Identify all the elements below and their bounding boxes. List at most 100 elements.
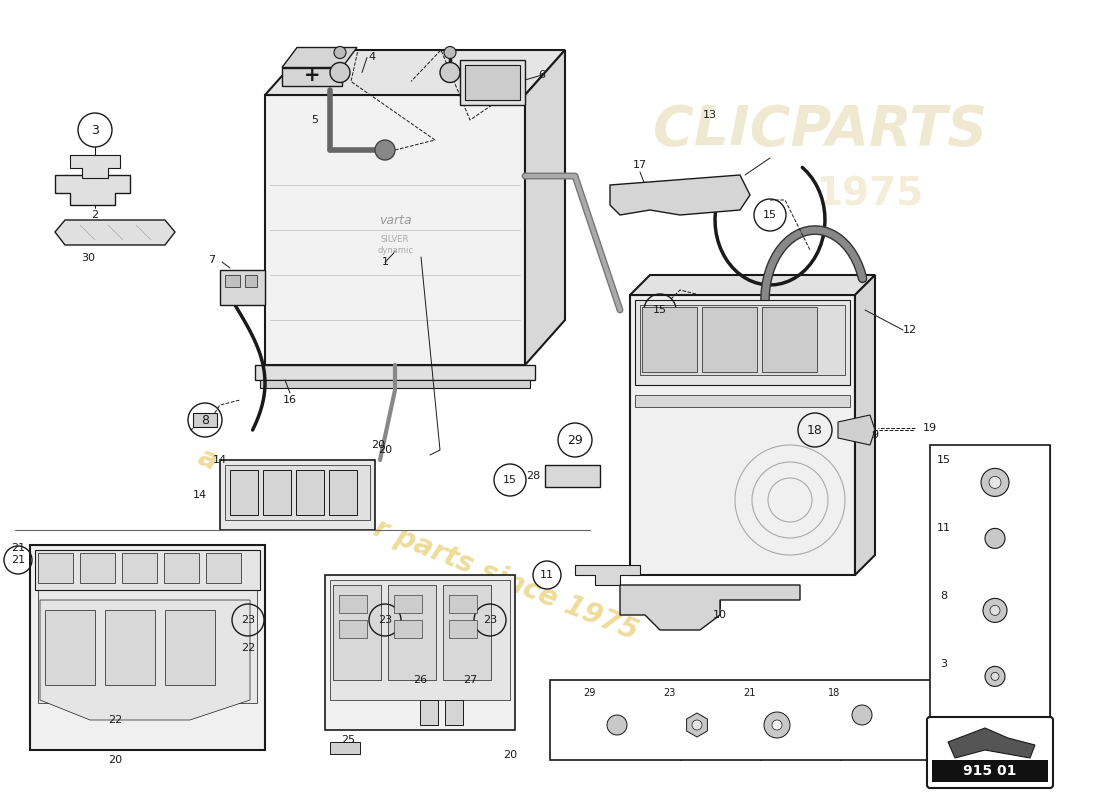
Circle shape [983, 598, 1006, 622]
Bar [80, 553, 116, 583]
Bar [45, 610, 95, 685]
Text: 23: 23 [241, 615, 255, 625]
Text: 26: 26 [412, 675, 427, 685]
Polygon shape [620, 585, 800, 630]
Text: 14: 14 [213, 455, 227, 465]
Bar [449, 595, 477, 613]
Circle shape [852, 705, 872, 725]
Bar [642, 307, 697, 372]
Polygon shape [855, 275, 875, 575]
Circle shape [375, 140, 395, 160]
Circle shape [440, 62, 460, 82]
Bar [30, 545, 265, 750]
Bar [640, 305, 845, 375]
Circle shape [444, 46, 456, 58]
Text: 21: 21 [742, 688, 756, 698]
Bar [443, 585, 491, 680]
Text: 29: 29 [583, 688, 595, 698]
Bar [544, 465, 600, 487]
Text: 19: 19 [923, 423, 937, 433]
Text: 3: 3 [91, 123, 99, 137]
Text: a passion for parts since 1975: a passion for parts since 1975 [194, 442, 642, 646]
Text: 15: 15 [937, 455, 952, 465]
Text: 8: 8 [201, 414, 209, 426]
Text: varta: varta [378, 214, 411, 226]
Bar [762, 307, 817, 372]
Polygon shape [838, 415, 875, 445]
Bar [255, 365, 535, 380]
Text: 20: 20 [108, 755, 122, 765]
Polygon shape [55, 220, 175, 245]
Circle shape [984, 528, 1005, 549]
Circle shape [692, 720, 702, 730]
Bar [339, 595, 367, 613]
Bar [226, 465, 370, 520]
Text: 21: 21 [11, 543, 25, 553]
Polygon shape [948, 728, 1035, 758]
Bar [460, 60, 525, 105]
Bar [330, 742, 360, 754]
Polygon shape [265, 95, 525, 365]
Text: 15: 15 [653, 305, 667, 315]
Text: 28: 28 [526, 471, 540, 481]
Text: 20: 20 [503, 750, 517, 760]
Bar [192, 413, 217, 427]
Circle shape [334, 46, 346, 58]
Bar [39, 553, 73, 583]
Text: 30: 30 [81, 253, 95, 263]
Text: 8: 8 [940, 591, 947, 601]
Bar [220, 460, 375, 530]
Polygon shape [630, 275, 874, 295]
Bar [220, 270, 265, 305]
Bar [104, 610, 155, 685]
Circle shape [772, 720, 782, 730]
Bar [329, 470, 358, 515]
Text: 17: 17 [632, 160, 647, 170]
Circle shape [607, 715, 627, 735]
Bar [333, 585, 381, 680]
Text: 915 01: 915 01 [964, 764, 1016, 778]
Bar [394, 595, 422, 613]
Bar [226, 275, 240, 287]
Bar [206, 553, 241, 583]
Text: 22: 22 [241, 643, 255, 653]
Bar [39, 553, 257, 703]
Polygon shape [55, 175, 130, 205]
Text: 15: 15 [763, 210, 777, 220]
Bar [165, 610, 214, 685]
Text: 20: 20 [371, 440, 385, 450]
Circle shape [984, 666, 1005, 686]
Bar [635, 300, 850, 385]
Text: +: + [304, 66, 320, 85]
Text: 12: 12 [903, 325, 917, 335]
Text: SILVER
dynamic: SILVER dynamic [377, 235, 412, 254]
Text: 1975: 1975 [816, 176, 924, 214]
Text: 7: 7 [208, 255, 216, 265]
Polygon shape [40, 600, 250, 720]
Bar [465, 65, 520, 100]
Text: 23: 23 [483, 615, 497, 625]
Polygon shape [282, 47, 358, 67]
Text: 23: 23 [663, 688, 675, 698]
Bar [420, 700, 438, 725]
Polygon shape [70, 155, 120, 178]
Bar [388, 585, 436, 680]
Polygon shape [525, 50, 565, 365]
Text: 11: 11 [540, 570, 554, 580]
Text: 18: 18 [807, 423, 823, 437]
Bar [296, 470, 324, 515]
Circle shape [330, 62, 350, 82]
Text: 21: 21 [11, 555, 25, 565]
Text: 16: 16 [283, 395, 297, 405]
Bar [122, 553, 157, 583]
Circle shape [981, 468, 1009, 496]
Text: 3: 3 [940, 659, 947, 669]
Bar [339, 620, 367, 638]
Polygon shape [610, 175, 750, 215]
Text: 1: 1 [382, 258, 388, 267]
Bar [635, 395, 850, 407]
Circle shape [764, 712, 790, 738]
Text: 11: 11 [937, 523, 952, 533]
Text: 4: 4 [368, 53, 375, 62]
Text: 27: 27 [463, 675, 477, 685]
